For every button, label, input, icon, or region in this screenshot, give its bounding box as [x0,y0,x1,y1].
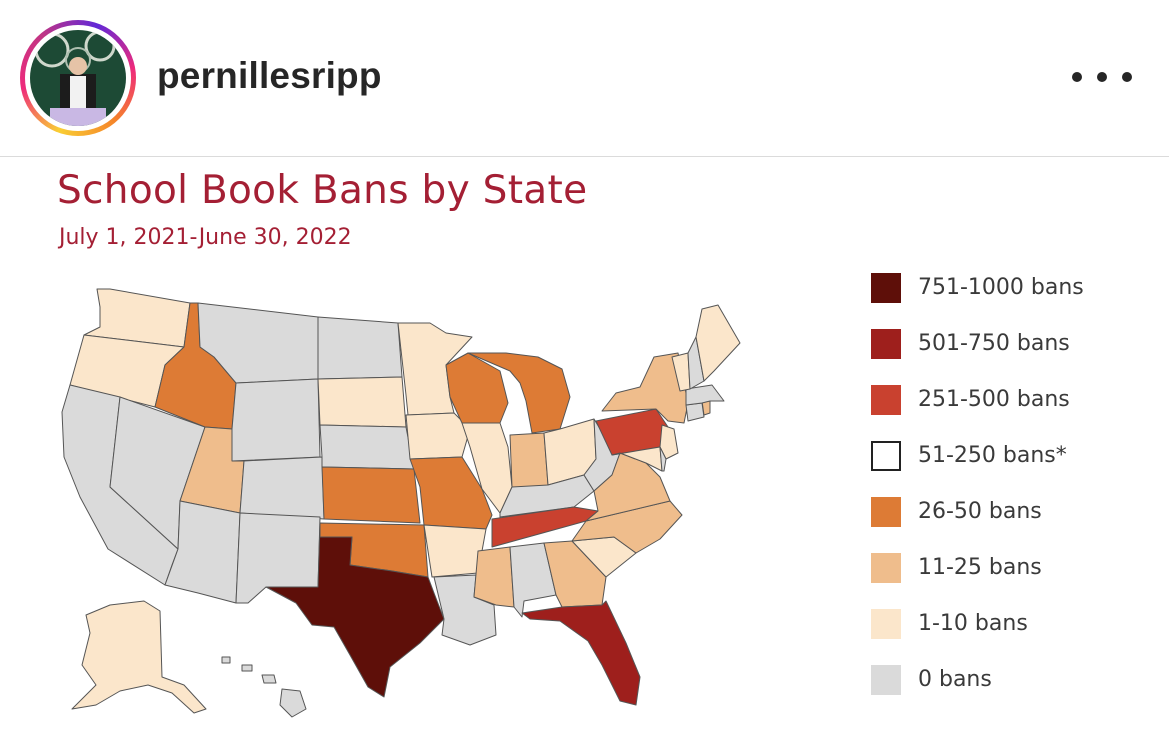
state-wisconsin [445,352,509,424]
legend-item: 51-250 bans* [871,441,1131,471]
state-alaska [71,600,207,714]
state-north-dakota [317,316,403,380]
legend-label: 1-10 bans [918,611,1028,636]
state-maine [695,304,741,382]
state-hawaii [279,688,307,718]
state-hawaii-kauai [221,656,231,664]
state-nebraska [319,424,415,470]
legend-swatch [871,441,901,471]
legend-swatch [871,329,901,359]
legend-item: 251-500 bans [871,385,1131,415]
legend-item: 26-50 bans [871,497,1131,527]
state-north-carolina [571,500,683,554]
legend-swatch [871,553,901,583]
state-wyoming [231,378,321,462]
post-image[interactable]: School Book Bans by State July 1, 2021-J… [0,157,1169,743]
post-header: pernillesripp [0,0,1169,156]
legend-swatch [871,665,901,695]
state-hawaii-maui [261,674,277,684]
map-title: School Book Bans by State [57,168,588,213]
state-texas [265,522,445,698]
state-south-dakota [317,376,407,428]
avatar-image [30,30,126,126]
state-massachusetts [685,384,725,406]
state-missouri [409,456,493,530]
state-virginia [585,452,671,522]
state-iowa [405,412,471,460]
more-options-icon[interactable] [1072,62,1132,92]
state-maryland [611,446,663,472]
legend-label: 26-50 bans [918,499,1042,524]
state-indiana [509,432,549,494]
legend-item: 0 bans [871,665,1131,695]
legend-label: 501-750 bans [918,331,1070,356]
state-connecticut [685,402,705,422]
more-dot [1072,72,1082,82]
legend-label: 51-250 bans* [918,443,1067,468]
avatar[interactable] [30,30,126,126]
legend-label: 251-500 bans [918,387,1070,412]
state-delaware [659,446,667,472]
state-florida [521,600,641,706]
legend-swatch [871,385,901,415]
state-kansas [321,466,421,524]
state-colorado [239,456,325,520]
legend-swatch [871,609,901,639]
story-ring[interactable] [20,20,136,136]
legend-label: 11-25 bans [918,555,1042,580]
legend-swatch [871,273,901,303]
legend-swatch [871,497,901,527]
legend-item: 11-25 bans [871,553,1131,583]
state-mississippi [473,546,515,608]
legend-item: 751-1000 bans [871,273,1131,303]
us-map [61,288,741,718]
state-hawaii-group [221,656,307,718]
header-divider [0,156,1169,157]
more-dot [1122,72,1132,82]
more-dot [1097,72,1107,82]
state-hawaii-oahu [241,664,253,672]
legend-label: 751-1000 bans [918,275,1084,300]
legend-item: 501-750 bans [871,329,1131,359]
map-subtitle: July 1, 2021-June 30, 2022 [59,225,352,250]
state-new-jersey [659,424,679,460]
username[interactable]: pernillesripp [157,55,382,96]
legend-item: 1-10 bans [871,609,1131,639]
legend-label: 0 bans [918,667,992,692]
